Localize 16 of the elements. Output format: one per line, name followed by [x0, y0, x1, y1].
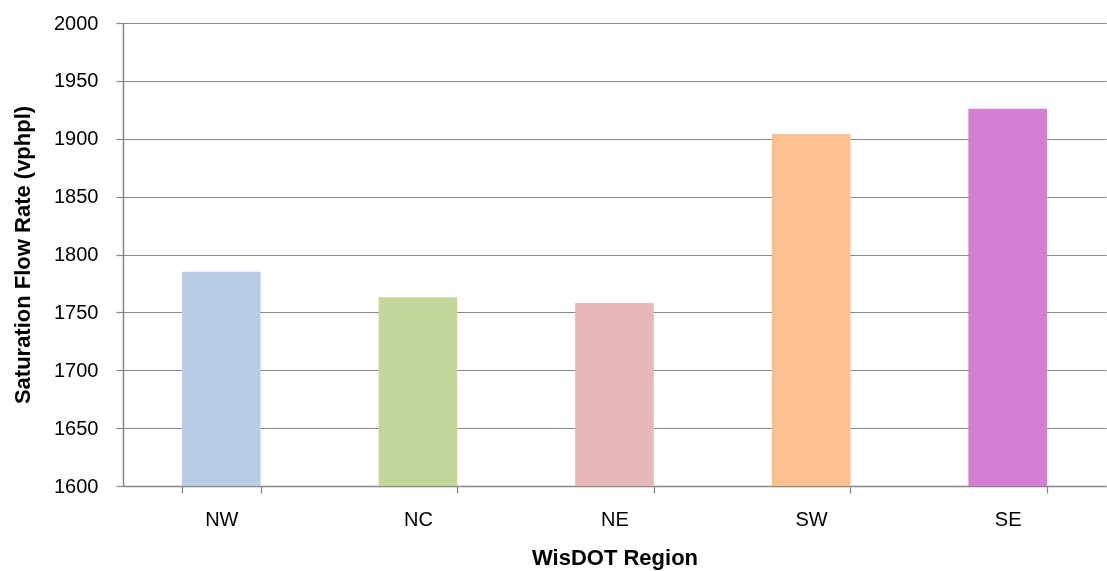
- y-tick-label: 1650: [54, 416, 99, 439]
- x-tick-label: NC: [403, 507, 433, 530]
- y-axis-title: Saturation Flow Rate (vphpl): [10, 105, 36, 405]
- y-tick-label: 1900: [54, 127, 99, 150]
- y-tick-label: 1600: [54, 474, 99, 497]
- x-tick-label: SW: [795, 507, 828, 530]
- x-tick-label: NE: [601, 507, 629, 530]
- x-tick-label: SE: [994, 507, 1022, 530]
- x-tick-label: NW: [205, 507, 239, 530]
- y-tick-label: 1700: [54, 358, 99, 381]
- y-tick-label: 1950: [54, 69, 99, 92]
- y-tick-label: 2000: [54, 11, 99, 34]
- x-axis-title: WisDOT Region: [531, 544, 699, 570]
- y-tick-label: 1850: [54, 185, 99, 208]
- y-tick-label: 1800: [54, 243, 99, 265]
- y-tick-label: 1750: [54, 300, 99, 323]
